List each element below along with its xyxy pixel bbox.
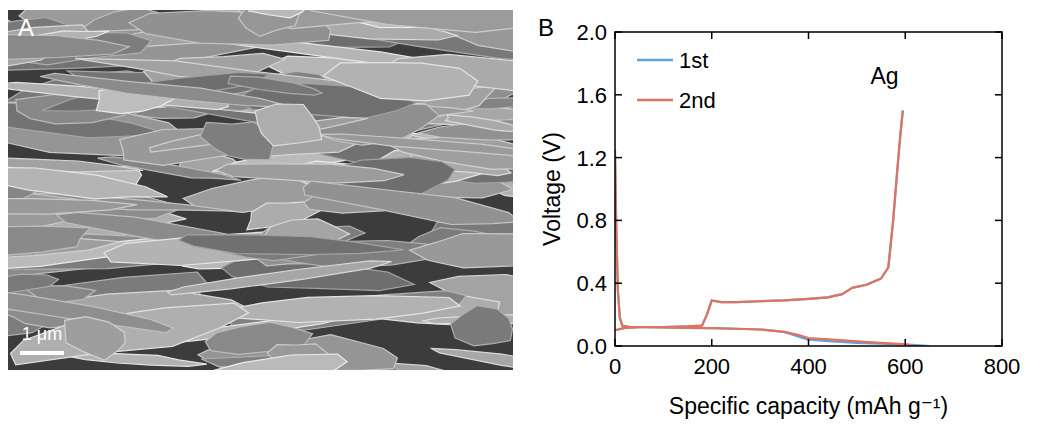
series-line xyxy=(615,111,929,347)
flake xyxy=(8,168,168,199)
flake xyxy=(8,199,137,215)
legend-label: 1st xyxy=(679,48,708,73)
panel-label: B xyxy=(538,14,554,41)
flake xyxy=(228,76,322,95)
flake xyxy=(431,348,513,370)
figure: A 1 μm B 0 200 400 600 800 0.0 0.4 0.8 1.2 1.6 2.0 Spe… xyxy=(0,0,1059,428)
y-tick xyxy=(995,282,1002,284)
flake xyxy=(446,115,514,132)
legend-swatch xyxy=(637,59,673,62)
flake xyxy=(65,317,126,361)
flake xyxy=(301,10,513,32)
x-tick xyxy=(614,32,616,39)
flake xyxy=(228,296,460,323)
panel-label: A xyxy=(18,14,34,41)
x-tick xyxy=(711,32,713,39)
y-tick-label: 0.4 xyxy=(576,271,607,296)
legend-label: 2nd xyxy=(679,88,716,113)
x-axis-title: Specific capacity (mAh g⁻¹) xyxy=(669,393,948,419)
flake xyxy=(174,354,347,370)
flake xyxy=(410,234,513,268)
x-tick xyxy=(1001,339,1003,346)
x-tick-label: 600 xyxy=(887,354,924,379)
y-tick xyxy=(615,220,622,222)
y-tick xyxy=(995,220,1002,222)
flake xyxy=(249,10,309,18)
y-tick-label: 2.0 xyxy=(576,20,607,45)
x-tick xyxy=(614,339,616,346)
y-axis-title: Voltage (V) xyxy=(539,132,565,246)
legend: 1st 2nd xyxy=(637,48,716,113)
y-tick xyxy=(995,94,1002,96)
flake xyxy=(179,235,404,255)
flake xyxy=(40,73,293,107)
flake xyxy=(303,181,513,224)
y-tick xyxy=(615,94,622,96)
x-tick xyxy=(905,339,907,346)
y-tick xyxy=(995,31,1002,33)
scale-bar-label: 1 μm xyxy=(22,324,62,344)
sem-image xyxy=(8,10,513,370)
y-tick xyxy=(615,157,622,159)
flake xyxy=(255,104,322,146)
series-line xyxy=(615,111,915,347)
legend-swatch xyxy=(637,99,673,102)
x-tick xyxy=(905,32,907,39)
x-tick-label: 0 xyxy=(609,354,621,379)
y-tick-label: 0.0 xyxy=(576,334,607,359)
flake xyxy=(451,306,513,346)
x-tick-label: 800 xyxy=(984,354,1021,379)
y-tick-label: 0.8 xyxy=(576,208,607,233)
x-tick-label: 400 xyxy=(790,354,827,379)
y-tick xyxy=(995,157,1002,159)
x-tick xyxy=(1001,32,1003,39)
y-tick xyxy=(615,282,622,284)
flake xyxy=(167,261,391,295)
flake xyxy=(8,226,90,256)
flake xyxy=(323,63,478,101)
y-tick-label: 1.2 xyxy=(576,146,607,171)
y-tick xyxy=(615,345,622,347)
plot-frame xyxy=(615,32,1002,346)
x-tick-label: 200 xyxy=(693,354,730,379)
x-tick xyxy=(711,339,713,346)
annotation: Ag xyxy=(870,63,898,89)
flake xyxy=(418,116,513,141)
y-tick xyxy=(615,31,622,33)
x-tick xyxy=(808,339,810,346)
y-tick xyxy=(995,345,1002,347)
scale-bar xyxy=(20,351,64,355)
x-tick xyxy=(808,32,810,39)
plot-area xyxy=(615,111,929,347)
y-tick-label: 1.6 xyxy=(576,83,607,108)
flake xyxy=(216,164,404,183)
